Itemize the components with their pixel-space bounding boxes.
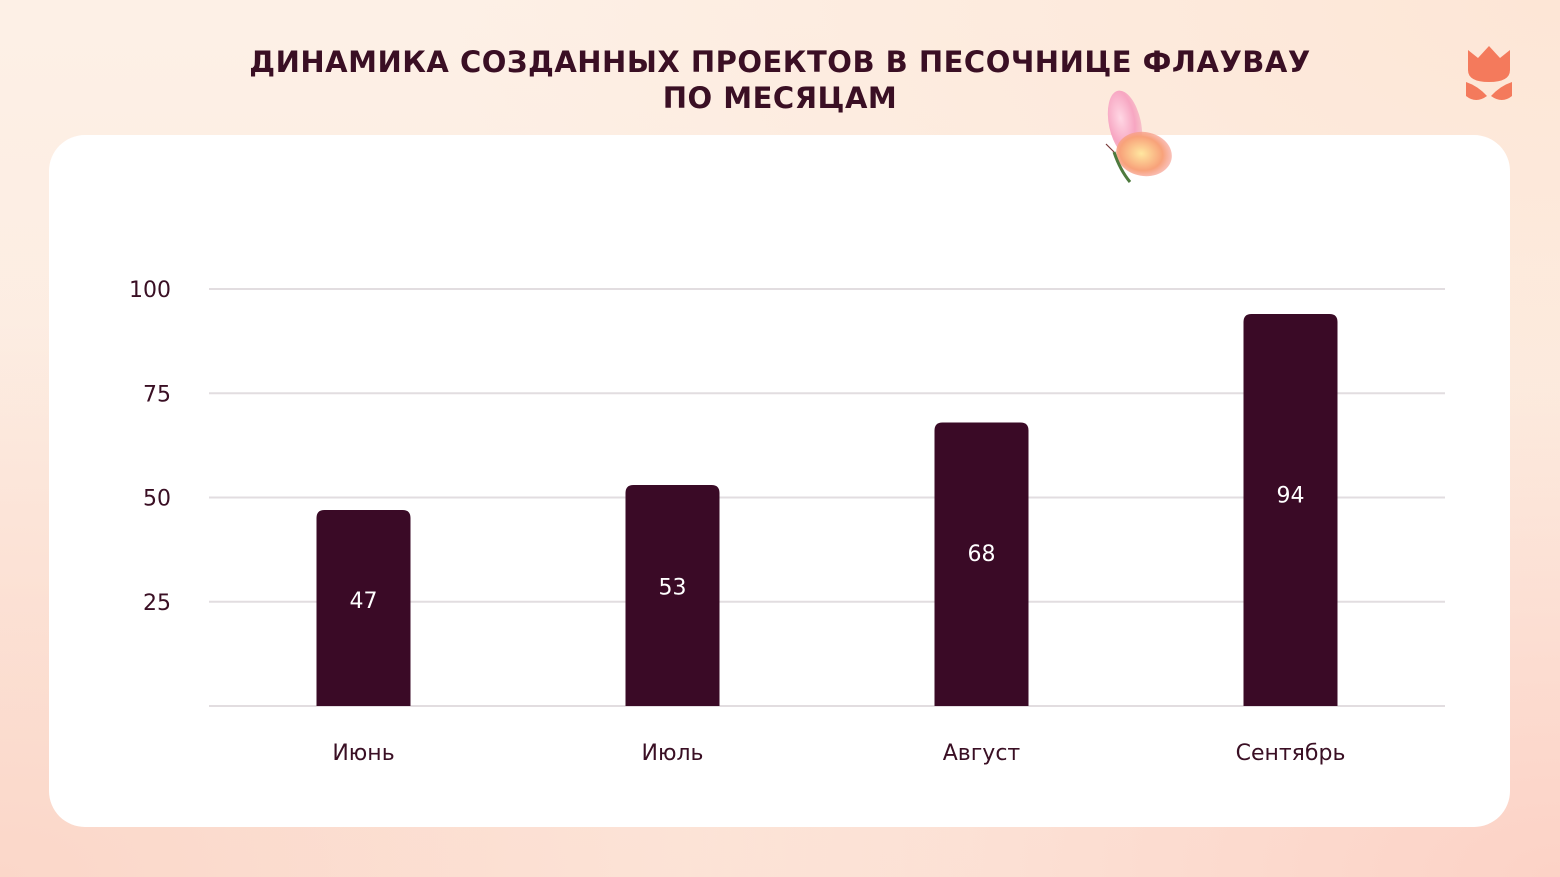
bar: [316, 510, 411, 706]
butterfly-icon: [1105, 90, 1172, 183]
y-tick-label: 75: [143, 382, 171, 407]
chart-title-line-2: ПО МЕСЯЦАМ: [662, 81, 898, 115]
tulip-logo-icon: [1466, 46, 1512, 100]
data-label: 68: [968, 542, 996, 567]
x-tick-label: Июнь: [332, 741, 394, 766]
chart-card: 25 50 75 100 47 Июнь 53 Июль 68 Август 94 Сентябрь: [49, 135, 1510, 827]
y-tick-label: 25: [143, 591, 171, 616]
data-label: 94: [1277, 483, 1305, 508]
y-tick-label: 50: [143, 487, 171, 512]
x-tick-label: Июль: [641, 741, 703, 766]
data-label: 47: [350, 589, 378, 614]
x-tick-label: Сентябрь: [1236, 741, 1346, 766]
data-label: 53: [659, 576, 687, 601]
y-tick-label: 100: [129, 278, 171, 303]
chart-title: ДИНАМИКА СОЗДАННЫХ ПРОЕКТОВ В ПЕСОЧНИЦЕ …: [0, 44, 1560, 116]
chart-title-line-1: ДИНАМИКА СОЗДАННЫХ ПРОЕКТОВ В ПЕСОЧНИЦЕ …: [249, 45, 1311, 79]
x-tick-label: Август: [943, 741, 1021, 766]
bar: [934, 422, 1029, 706]
bar: [1243, 314, 1338, 706]
bar: [625, 484, 720, 706]
bar-chart: 25 50 75 100 47 Июнь 53 Июль 68 Август 94 Сентябрь: [129, 278, 1445, 766]
